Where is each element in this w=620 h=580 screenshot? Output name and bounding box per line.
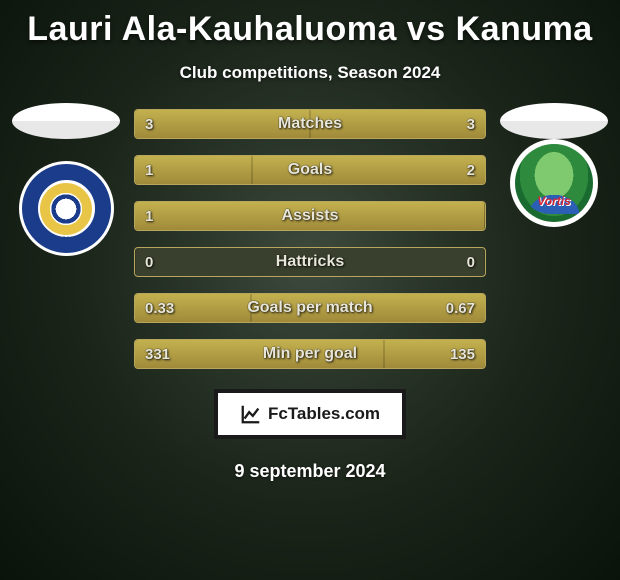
- main-row: TRINITA 3 Matches 3 1 Goals 2 1 Assists 0 Hattric…: [0, 109, 620, 385]
- flag-left-icon: [12, 103, 120, 139]
- stat-label: Min per goal: [263, 345, 357, 363]
- stat-row: 1 Assists: [134, 201, 486, 231]
- stat-row: 0.33 Goals per match 0.67: [134, 293, 486, 323]
- stat-right-value: 3: [467, 116, 475, 133]
- stat-row: 331 Min per goal 135: [134, 339, 486, 369]
- stat-row: 0 Hattricks 0: [134, 247, 486, 277]
- bar-right-fill: [252, 156, 485, 184]
- stat-right-value: 0.67: [446, 300, 475, 317]
- stat-row: 1 Goals 2: [134, 155, 486, 185]
- crest-right-label: Vortis: [537, 194, 571, 208]
- flag-right-icon: [500, 103, 608, 139]
- stat-right-value: 0: [467, 254, 475, 271]
- stat-label: Goals: [288, 161, 332, 179]
- stat-left-value: 0.33: [145, 300, 174, 317]
- stat-row: 3 Matches 3: [134, 109, 486, 139]
- content: Lauri Ala-Kauhaluoma vs Kanuma Club comp…: [0, 0, 620, 580]
- stat-left-value: 1: [145, 162, 153, 179]
- stat-left-value: 3: [145, 116, 153, 133]
- chart-icon: [240, 403, 262, 425]
- crest-left-inner-icon: [40, 183, 92, 235]
- stat-right-value: 135: [450, 346, 475, 363]
- crest-left-icon: TRINITA: [19, 161, 114, 256]
- subtitle: Club competitions, Season 2024: [180, 63, 441, 83]
- crest-left-label: TRINITA: [45, 235, 87, 245]
- brand-logo: FcTables.com: [214, 389, 406, 439]
- stat-left-value: 1: [145, 208, 153, 225]
- stat-left-value: 331: [145, 346, 170, 363]
- brand-text: FcTables.com: [268, 404, 380, 424]
- stat-label: Assists: [282, 207, 339, 225]
- bar-left-fill: [135, 248, 136, 276]
- left-side: TRINITA: [6, 109, 126, 256]
- bar-right-fill: [484, 202, 485, 230]
- right-side: Vortis: [494, 109, 614, 227]
- stat-label: Goals per match: [247, 299, 372, 317]
- crest-right-icon: Vortis: [510, 139, 598, 227]
- date-text: 9 september 2024: [234, 461, 385, 482]
- stat-left-value: 0: [145, 254, 153, 271]
- page-title: Lauri Ala-Kauhaluoma vs Kanuma: [27, 10, 592, 49]
- stat-bars: 3 Matches 3 1 Goals 2 1 Assists 0 Hattricks 0 0.33 G…: [126, 109, 494, 385]
- stat-right-value: 2: [467, 162, 475, 179]
- stat-label: Matches: [278, 115, 342, 133]
- bar-right-fill: [484, 248, 485, 276]
- crest-right-inner-icon: Vortis: [515, 144, 593, 222]
- stat-label: Hattricks: [276, 253, 344, 271]
